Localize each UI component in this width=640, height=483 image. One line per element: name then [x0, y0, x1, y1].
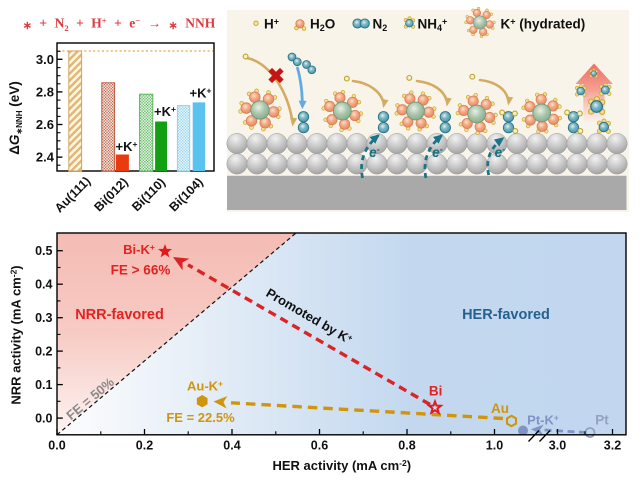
svg-text:0.6: 0.6	[311, 439, 328, 453]
svg-text:Pt: Pt	[595, 413, 609, 428]
svg-text:+K+: +K+	[116, 139, 138, 154]
svg-text:HER-favored: HER-favored	[462, 307, 550, 323]
svg-text:Pt-K+: Pt-K+	[527, 413, 559, 428]
svg-text:0.0: 0.0	[35, 412, 52, 426]
svg-text:Bi: Bi	[429, 384, 443, 399]
svg-text:FE > 66%: FE > 66%	[111, 263, 171, 278]
svg-text:K+ (hydrated): K+ (hydrated)	[501, 17, 586, 32]
svg-text:Au: Au	[491, 401, 509, 416]
svg-text:FE = 22.5%: FE = 22.5%	[166, 410, 235, 425]
svg-text:e-: e-	[369, 145, 380, 161]
svg-text:Au-K+: Au-K+	[187, 379, 223, 394]
svg-text:0.5: 0.5	[35, 244, 52, 258]
svg-text:0.0: 0.0	[48, 439, 65, 453]
svg-text:e-: e-	[432, 145, 443, 161]
svg-text:0.8: 0.8	[398, 439, 415, 453]
svg-text:HER activity (mA cm-2): HER activity (mA cm-2)	[273, 458, 412, 473]
svg-text:+K+: +K+	[154, 104, 176, 119]
svg-text:3.0: 3.0	[36, 52, 54, 67]
svg-text:0.2: 0.2	[35, 345, 52, 359]
svg-text:1.0: 1.0	[486, 439, 503, 453]
svg-text:0.1: 0.1	[35, 378, 52, 392]
svg-text:+K+: +K+	[190, 86, 212, 101]
svg-text:2.8: 2.8	[36, 84, 54, 99]
svg-text:e-: e-	[495, 145, 506, 161]
svg-text:3.2: 3.2	[604, 439, 621, 453]
svg-text:H2O: H2O	[310, 17, 335, 34]
svg-text:0.3: 0.3	[35, 311, 52, 325]
svg-text:3.0: 3.0	[549, 439, 566, 453]
svg-text:2.6: 2.6	[36, 117, 54, 132]
svg-text:∗ + N2 + H+ + e− → ∗ NNH: ∗ + N2 + H+ + e− → ∗ NNH	[23, 16, 216, 34]
svg-text:0.2: 0.2	[136, 439, 153, 453]
svg-text:NRR-favored: NRR-favored	[75, 307, 164, 323]
svg-text:Bi-K+: Bi-K+	[123, 242, 155, 257]
svg-text:0.4: 0.4	[223, 439, 240, 453]
svg-text:0.4: 0.4	[35, 278, 52, 292]
svg-text:NRR activity (mA cm-2): NRR activity (mA cm-2)	[9, 265, 24, 404]
svg-text:2.4: 2.4	[36, 150, 55, 165]
svg-text:ΔG∗NNH (eV): ΔG∗NNH (eV)	[7, 81, 24, 155]
